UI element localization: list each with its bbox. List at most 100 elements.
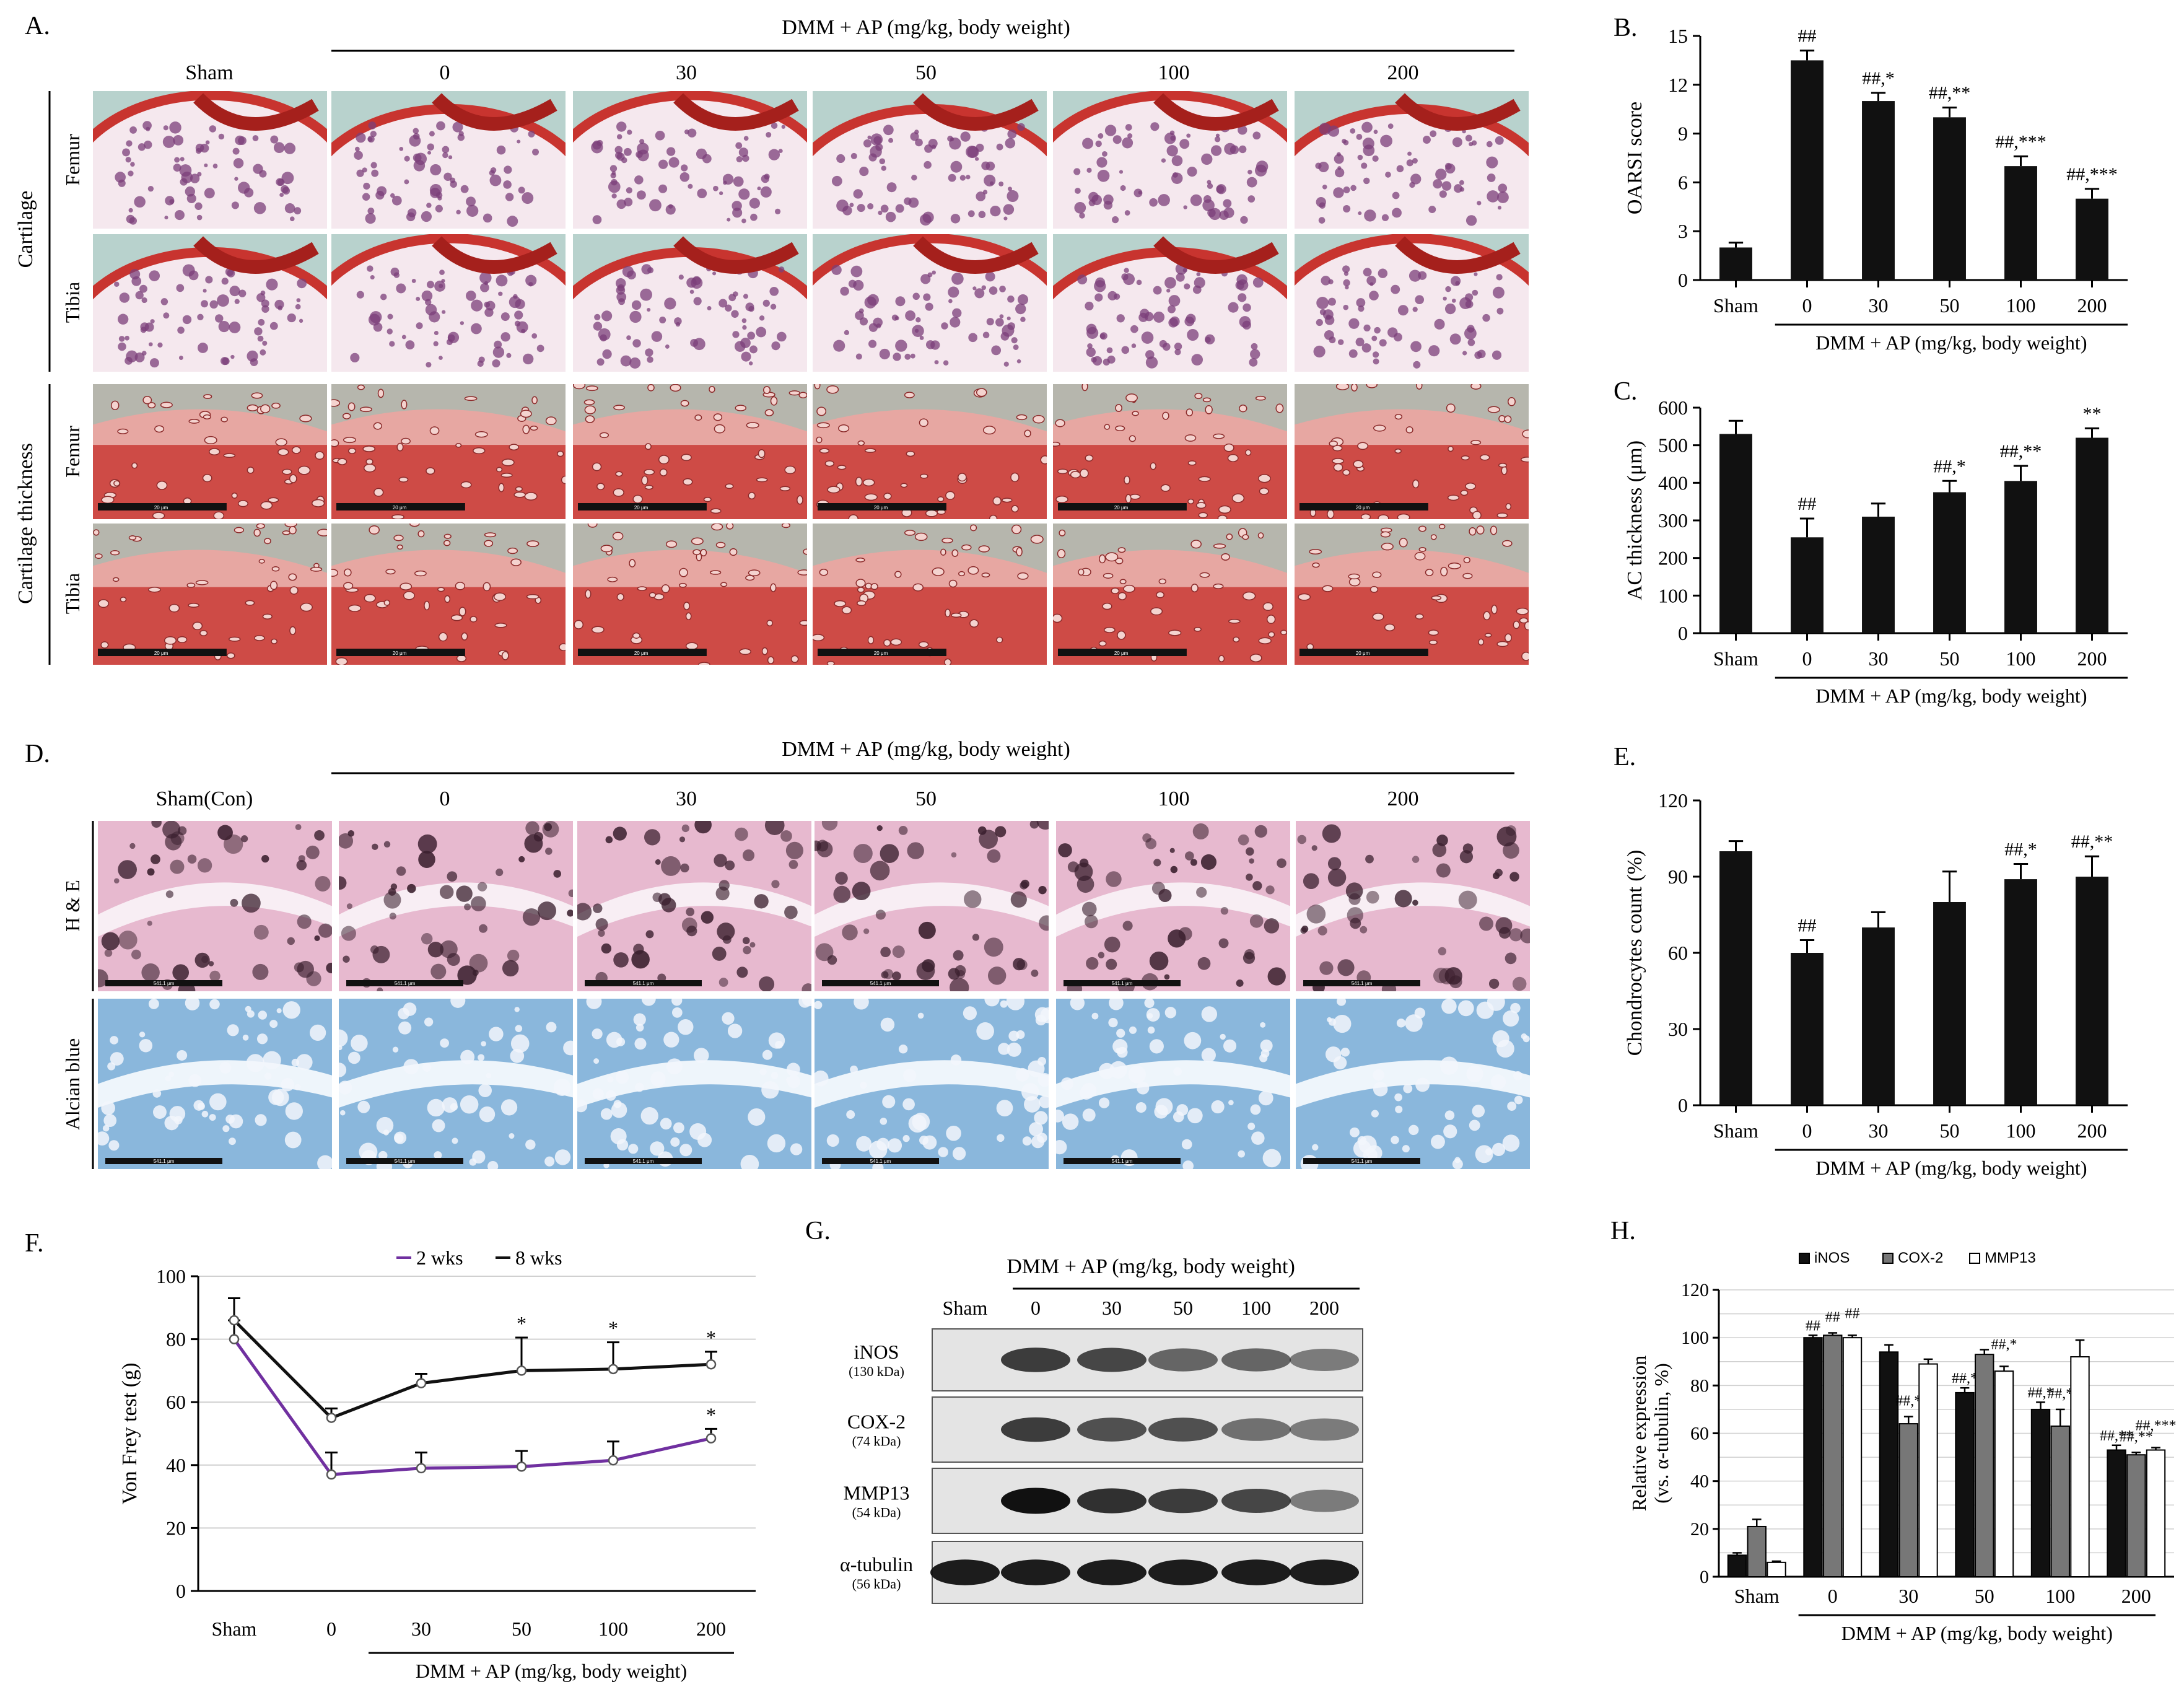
bone-space xyxy=(1333,1014,1352,1033)
cell-cluster xyxy=(925,302,933,311)
bone-space xyxy=(359,1142,378,1162)
chondrocyte xyxy=(951,613,962,618)
bar xyxy=(2146,1449,2166,1577)
column-label: 50 xyxy=(915,61,937,84)
joint-space xyxy=(98,882,332,937)
cell-cluster xyxy=(998,181,1004,186)
cell-cluster xyxy=(1223,199,1232,208)
scale-bar xyxy=(578,649,707,656)
bone-marrow-spot xyxy=(533,832,544,842)
cell-cluster xyxy=(859,317,868,326)
bone-space xyxy=(998,1043,1010,1055)
protein-band xyxy=(1221,1559,1291,1585)
cell-cluster xyxy=(1099,333,1106,340)
scale-bar xyxy=(1064,1158,1181,1164)
cell-cluster xyxy=(747,331,756,340)
cell-cluster xyxy=(888,138,894,143)
cell-cluster xyxy=(952,308,962,318)
bone-marrow-spot xyxy=(1020,881,1028,890)
cell-cluster xyxy=(649,199,662,212)
chondrocyte xyxy=(978,545,990,553)
cell-cluster xyxy=(949,138,961,150)
red-cap xyxy=(1153,93,1279,131)
cell-cluster xyxy=(1103,201,1113,210)
bar xyxy=(1975,1354,1994,1578)
cell-cluster xyxy=(483,213,492,223)
cell-cluster xyxy=(1007,186,1013,191)
significance-label: ##,** xyxy=(1929,83,1971,103)
chondrocyte xyxy=(409,524,420,527)
chondrocyte xyxy=(186,582,196,588)
bone-space xyxy=(605,1090,616,1101)
bone-marrow-spot xyxy=(253,924,269,940)
cell-cluster xyxy=(951,273,964,285)
chondrocyte xyxy=(585,385,598,392)
cell-cluster xyxy=(658,159,668,169)
x-group-label: DMM + AP (mg/kg, body weight) xyxy=(416,1660,687,1682)
chondrocyte xyxy=(1448,445,1454,452)
cell-cluster xyxy=(1112,216,1119,224)
cell-cluster xyxy=(735,142,743,149)
chondrocyte xyxy=(110,400,120,410)
bone-marrow-spot xyxy=(456,885,473,902)
cell-cluster xyxy=(617,284,625,292)
chondrocyte xyxy=(685,642,699,650)
bone-space xyxy=(1081,1082,1097,1098)
chondrocyte xyxy=(1117,547,1126,553)
bone-marrow-spot xyxy=(780,830,792,842)
cell-cluster xyxy=(1216,185,1225,194)
cell-cluster xyxy=(1254,164,1267,177)
cell-cluster xyxy=(356,169,364,177)
tile-content xyxy=(573,91,807,229)
chondrocyte xyxy=(600,545,613,553)
chondrocyte xyxy=(1428,629,1439,636)
chondrocyte xyxy=(912,583,924,592)
cell-cluster xyxy=(414,152,427,165)
cell-cluster xyxy=(863,139,872,147)
bone-space xyxy=(1496,1040,1514,1058)
cell-cluster xyxy=(910,132,919,141)
cell-cluster xyxy=(505,193,514,201)
cell-cluster xyxy=(712,271,717,276)
chondrocyte xyxy=(221,416,228,423)
cell-cluster xyxy=(126,350,138,362)
cell-cluster xyxy=(1164,277,1176,289)
cell-cluster xyxy=(658,184,668,193)
chondrocyte xyxy=(483,582,491,592)
bone-space xyxy=(1211,1100,1225,1114)
tile-content: 541.1 μm xyxy=(1056,999,1290,1169)
joint-space xyxy=(1056,882,1290,937)
bone-space xyxy=(1147,1026,1155,1034)
bone-space xyxy=(1395,1105,1403,1113)
bone-marrow-spot xyxy=(725,860,735,870)
cell-cluster xyxy=(195,147,202,154)
bone-space xyxy=(1350,1127,1360,1137)
histology-image xyxy=(573,91,807,229)
cell-cluster xyxy=(1094,280,1106,292)
cell-cluster xyxy=(1316,297,1329,309)
bone-marrow-spot xyxy=(1098,952,1105,958)
chondrocyte xyxy=(526,540,539,547)
cell-cluster xyxy=(169,121,181,134)
chondrocyte xyxy=(458,607,466,616)
cell-cluster xyxy=(1252,277,1264,288)
bone-space xyxy=(1457,1000,1474,1017)
bone-marrow-spot xyxy=(141,963,160,982)
significance-label: ## xyxy=(1825,1309,1840,1325)
bone-marrow-spot xyxy=(372,843,378,851)
cell-cluster xyxy=(1467,338,1475,346)
chondrocyte xyxy=(1194,393,1203,400)
bone-space xyxy=(317,1155,332,1169)
bone-marrow-spot xyxy=(979,830,998,849)
chondrocyte xyxy=(1462,572,1473,579)
cell-cluster xyxy=(142,121,152,131)
bone-marrow-spot xyxy=(645,930,654,939)
histology-image: 20 μm xyxy=(813,384,1047,519)
cell-cluster xyxy=(600,334,607,342)
cell-cluster xyxy=(492,359,500,368)
chondrocyte xyxy=(779,486,791,491)
chondrocyte xyxy=(855,579,866,588)
bone-marrow-spot xyxy=(118,931,138,950)
chondrocyte xyxy=(93,529,100,536)
cell-cluster xyxy=(719,299,728,308)
